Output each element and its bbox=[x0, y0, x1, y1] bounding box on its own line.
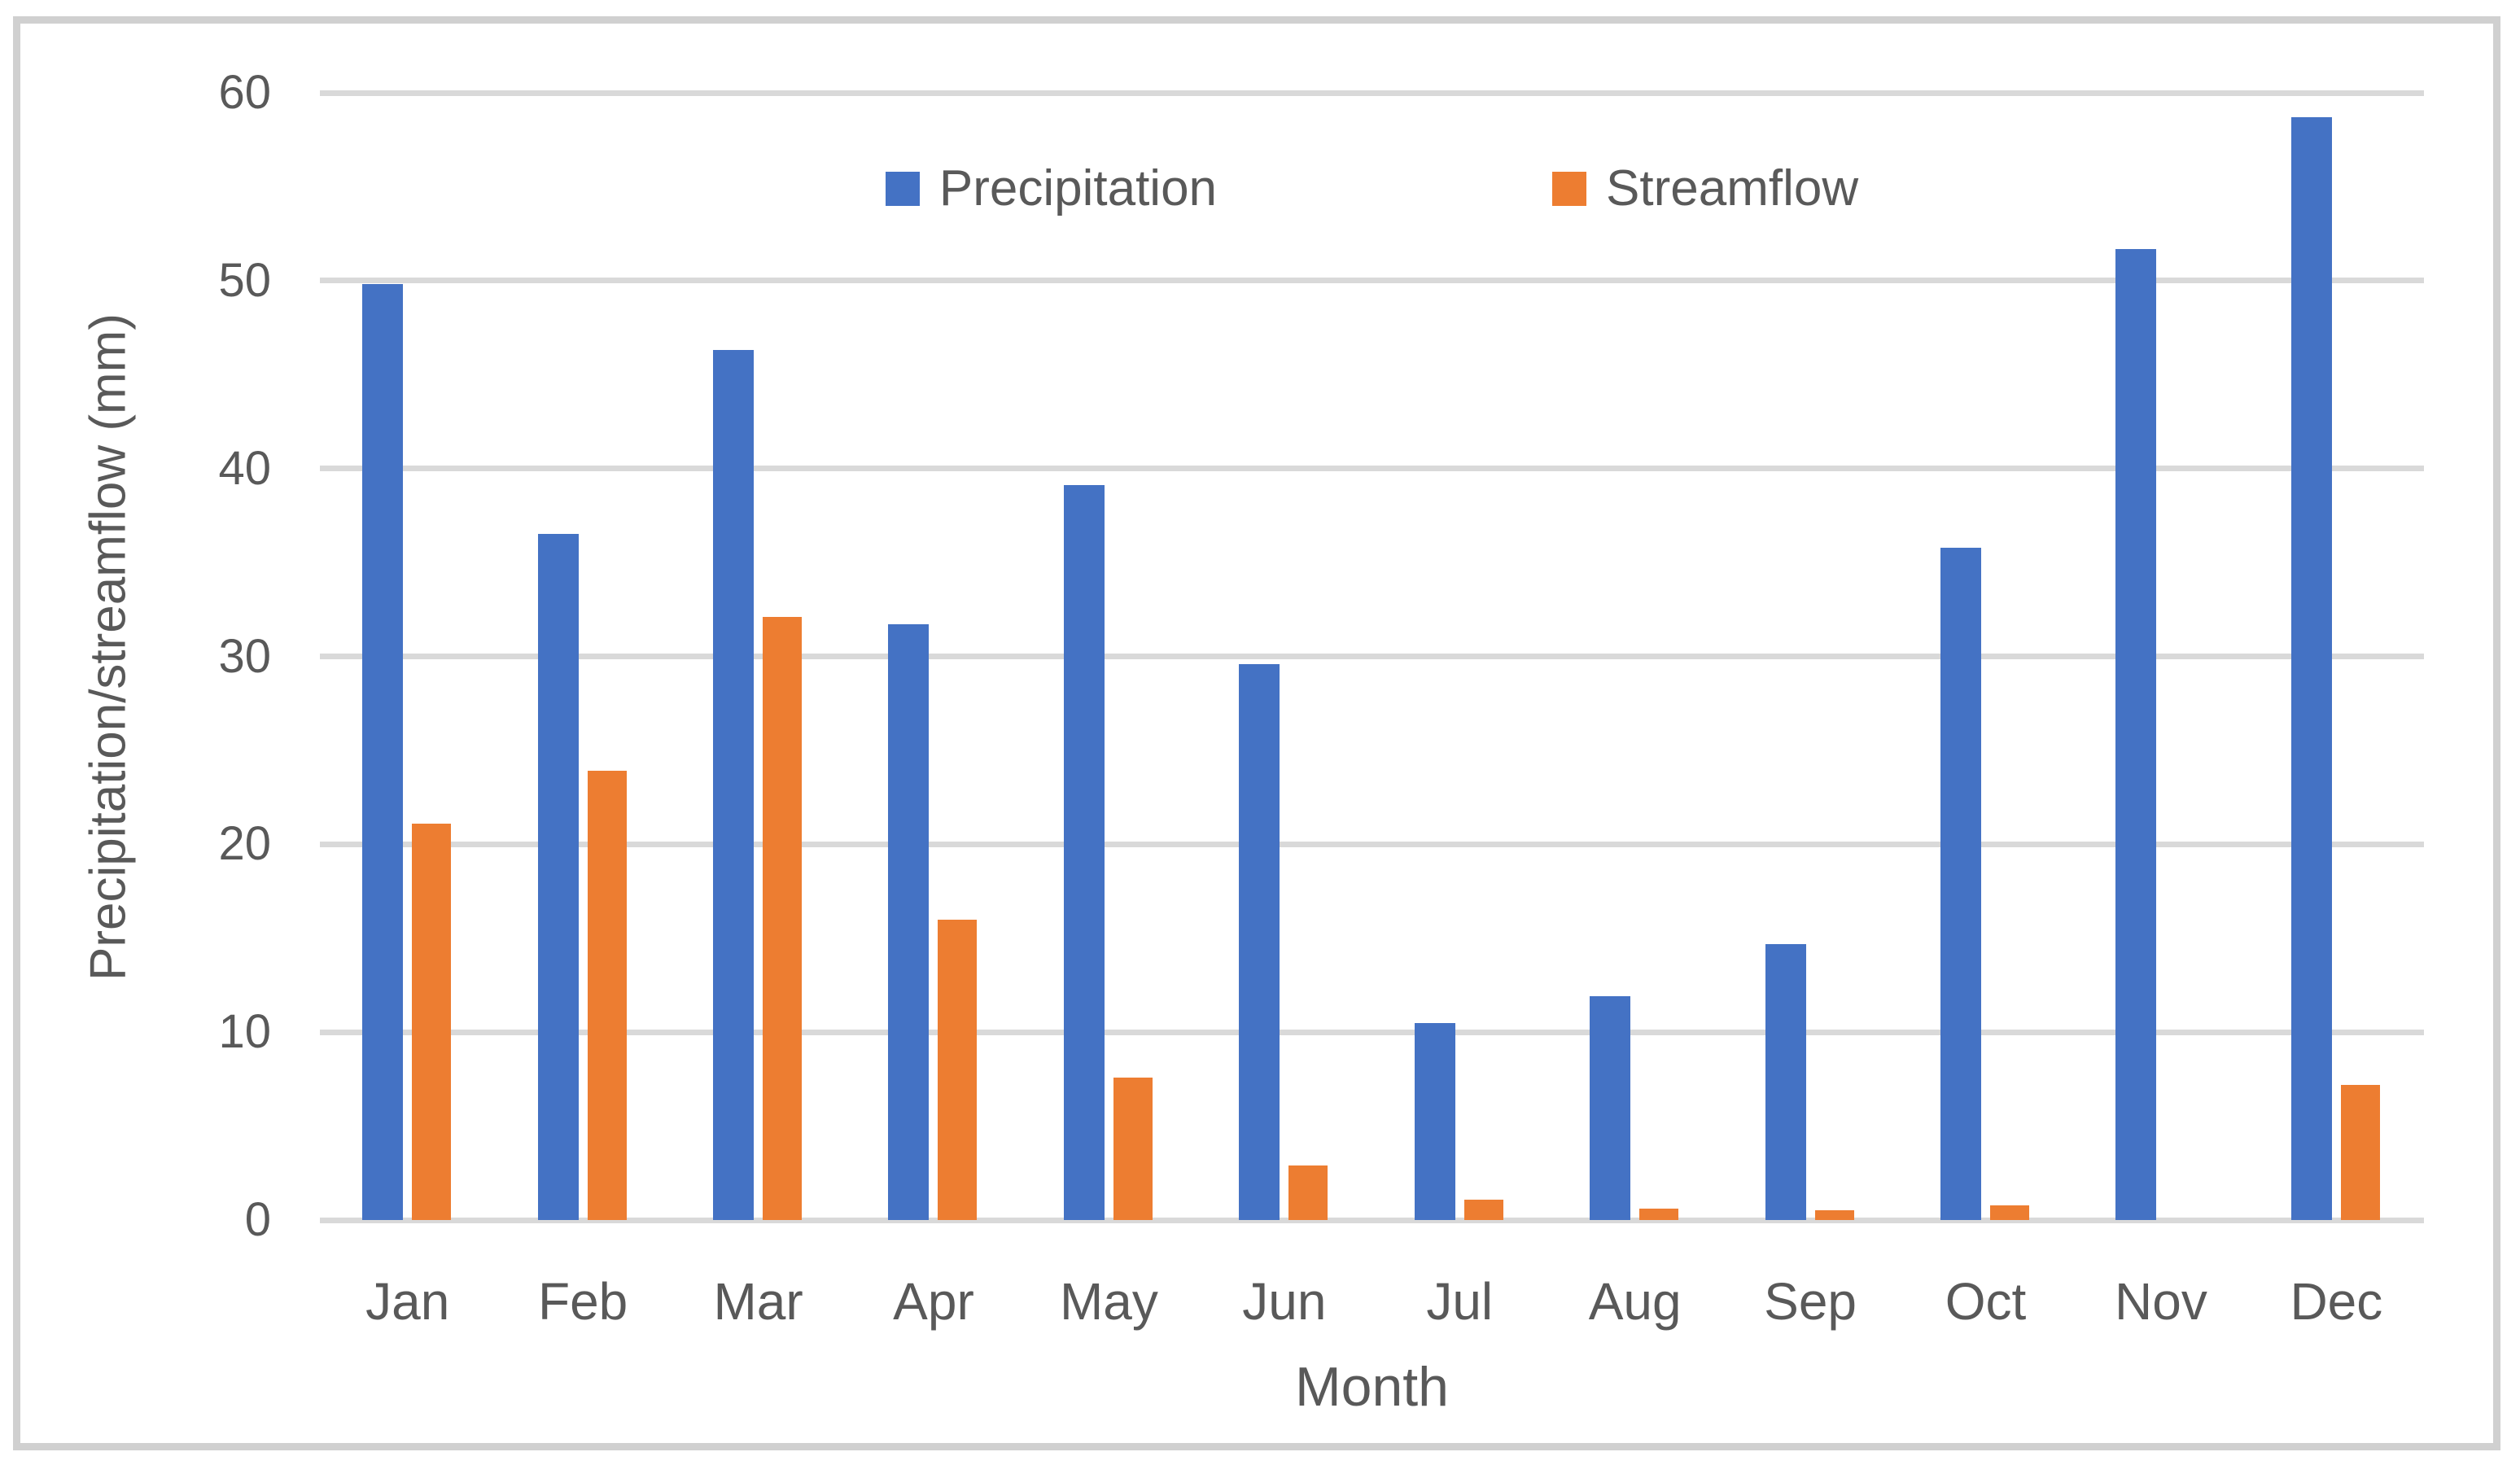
y-tick-label-0: 0 bbox=[244, 1193, 271, 1246]
bar-streamflow-sep bbox=[1814, 1210, 1854, 1220]
bar-precipitation-oct bbox=[1940, 547, 1981, 1220]
bar-precipitation-mar bbox=[713, 350, 755, 1220]
y-tick-label-50: 50 bbox=[218, 253, 271, 307]
plot-area bbox=[320, 90, 2424, 1223]
x-tick-label-oct: Oct bbox=[1945, 1272, 2027, 1331]
gridline-y40 bbox=[320, 466, 2424, 472]
x-tick-label-dec: Dec bbox=[2290, 1272, 2383, 1331]
bar-streamflow-jun bbox=[1288, 1165, 1328, 1220]
bar-streamflow-aug bbox=[1639, 1209, 1679, 1220]
x-tick-label-sep: Sep bbox=[1764, 1272, 1857, 1331]
gridline-y50 bbox=[320, 278, 2424, 284]
x-tick-label-jan: Jan bbox=[365, 1272, 450, 1331]
bar-precipitation-aug bbox=[1590, 996, 1631, 1220]
x-tick-label-nov: Nov bbox=[2115, 1272, 2207, 1331]
legend-swatch-precipitation bbox=[885, 172, 920, 206]
bar-streamflow-mar bbox=[763, 617, 803, 1220]
legend-label-precipitation: Precipitation bbox=[938, 160, 1218, 216]
gridline-y10 bbox=[320, 1029, 2424, 1035]
x-tick-label-aug: Aug bbox=[1588, 1272, 1682, 1331]
bar-streamflow-dec bbox=[2340, 1084, 2380, 1220]
gridline-y30 bbox=[320, 654, 2424, 659]
bar-precipitation-dec bbox=[2290, 117, 2332, 1220]
x-tick-label-mar: Mar bbox=[713, 1272, 803, 1331]
bar-precipitation-apr bbox=[888, 624, 930, 1220]
gridline-y60 bbox=[320, 90, 2424, 96]
gridline-y0 bbox=[320, 1217, 2424, 1223]
x-tick-label-jun: Jun bbox=[1242, 1272, 1327, 1331]
gridline-y20 bbox=[320, 841, 2424, 847]
x-tick-label-may: May bbox=[1059, 1272, 1158, 1331]
legend: Precipitation Streamflow bbox=[320, 160, 2424, 218]
y-tick-label-60: 60 bbox=[218, 66, 271, 119]
y-tick-label-20: 20 bbox=[218, 817, 271, 871]
bar-streamflow-may bbox=[1113, 1077, 1153, 1220]
bar-precipitation-feb bbox=[537, 534, 579, 1220]
y-tick-label-40: 40 bbox=[218, 441, 271, 495]
legend-item-precipitation: Precipitation bbox=[885, 160, 1218, 218]
x-axis-tick-labels: Jan Feb Mar Apr May Jun Jul Aug Sep Oct Nov Dec bbox=[320, 1271, 2424, 1332]
x-axis-title: Month bbox=[1295, 1356, 1449, 1418]
bar-precipitation-jul bbox=[1414, 1022, 1455, 1220]
y-tick-label-30: 30 bbox=[218, 629, 271, 683]
bar-streamflow-jul bbox=[1463, 1199, 1503, 1220]
x-tick-label-apr: Apr bbox=[893, 1272, 974, 1331]
bar-precipitation-nov bbox=[2115, 248, 2157, 1220]
bar-precipitation-sep bbox=[1765, 943, 1806, 1220]
y-axis-title: Precipitation/streamflow (mm) bbox=[80, 313, 137, 981]
bar-streamflow-oct bbox=[1989, 1205, 2029, 1220]
bar-streamflow-jan bbox=[412, 823, 452, 1220]
y-tick-label-10: 10 bbox=[218, 1005, 271, 1059]
bar-precipitation-jan bbox=[362, 284, 404, 1220]
x-tick-label-feb: Feb bbox=[537, 1272, 628, 1331]
bar-precipitation-may bbox=[1063, 485, 1105, 1220]
bar-precipitation-jun bbox=[1239, 663, 1280, 1220]
legend-swatch-streamflow bbox=[1552, 172, 1587, 206]
legend-label-streamflow: Streamflow bbox=[1606, 160, 1859, 216]
bar-streamflow-apr bbox=[938, 919, 978, 1220]
legend-item-streamflow: Streamflow bbox=[1552, 160, 1858, 218]
bar-streamflow-feb bbox=[587, 771, 627, 1220]
x-tick-label-jul: Jul bbox=[1426, 1272, 1494, 1331]
